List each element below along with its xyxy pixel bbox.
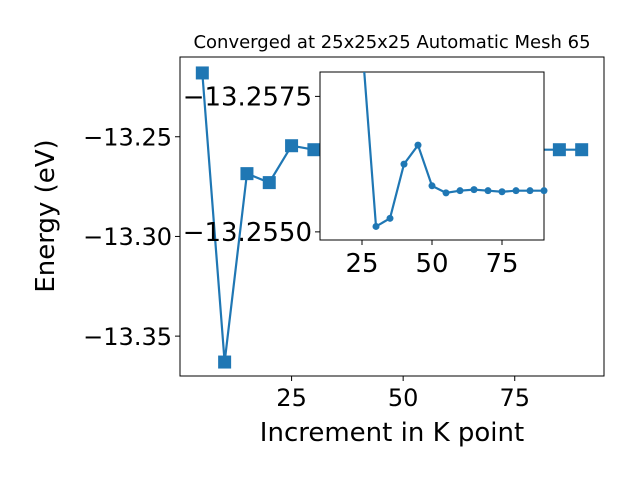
inset-data-point — [372, 222, 380, 230]
inset-data-point — [400, 160, 408, 168]
main-data-point — [552, 143, 566, 157]
inset-y-tick-label: −13.2550 — [183, 218, 312, 248]
inset-x-tick-label: 50 — [415, 249, 448, 279]
inset-data-point — [498, 188, 506, 196]
inset-data-point — [442, 189, 450, 197]
inset-data-point — [456, 187, 464, 195]
main-ticks: 25 50 75 −13.25 −13.30 −13.35 — [83, 123, 530, 412]
main-data-point — [218, 355, 232, 369]
inset-x-tick-label: 25 — [345, 249, 378, 279]
inset-ticks: 25 50 75 −13.2575 −13.2550 — [183, 83, 519, 279]
main-y-tick-label: −13.30 — [83, 223, 172, 251]
inset-x-tick-label: 75 — [485, 249, 518, 279]
main-x-tick-label: 50 — [388, 384, 419, 412]
inset-data-point — [484, 187, 492, 195]
main-data-point — [262, 176, 276, 190]
inset-data-point — [526, 187, 534, 195]
inset-data-point — [540, 187, 548, 195]
x-axis-label: Increment in K point — [260, 418, 524, 448]
inset-data-point — [428, 182, 436, 190]
y-axis-label: Energy (eV) — [31, 139, 61, 292]
main-data-point — [195, 66, 209, 80]
inset-data-point — [470, 186, 478, 194]
inset-y-tick-label: −13.2575 — [183, 83, 312, 113]
inset-plot-frame — [319, 71, 545, 241]
main-data-point — [240, 167, 254, 181]
main-y-tick-label: −13.35 — [83, 323, 172, 351]
main-y-tick-label: −13.25 — [83, 123, 172, 151]
main-data-point — [307, 143, 321, 157]
inset-data-point — [512, 187, 520, 195]
inset-data-point — [414, 141, 422, 149]
main-x-tick-label: 25 — [276, 384, 307, 412]
main-x-tick-label: 75 — [499, 384, 530, 412]
main-data-point — [575, 143, 589, 157]
main-data-point — [285, 139, 299, 153]
inset-data-point — [386, 214, 394, 222]
inset-series — [363, 72, 548, 230]
main-chart-title: Converged at 25x25x25 Automatic Mesh 65 — [193, 32, 590, 53]
